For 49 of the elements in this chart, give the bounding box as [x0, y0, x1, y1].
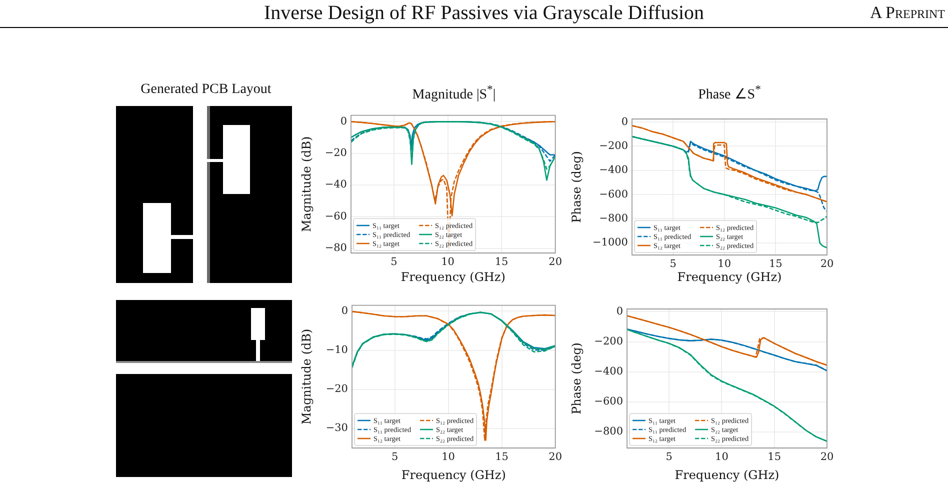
text: Generated PCB Layout — [140, 81, 272, 99]
x-axis-title: Frequency (GHz) — [400, 270, 506, 284]
y-tick-label: 0 — [616, 305, 623, 318]
y-axis-title: Magnitude (dB) — [299, 136, 314, 232]
y-tick-label: −10 — [326, 344, 348, 356]
text: A Preprint — [870, 2, 945, 24]
y-axis-title: Phase (deg) — [569, 342, 584, 414]
x-tick-label: 20 — [820, 451, 834, 464]
x-axis-title: Frequency (GHz) — [401, 468, 506, 482]
x-tick-label: 15 — [495, 451, 508, 464]
x-tick-label: 5 — [391, 451, 398, 464]
y-tick-label: 0 — [340, 115, 347, 128]
x-tick-label: 5 — [670, 258, 676, 270]
x-tick-label: 10 — [715, 451, 728, 464]
y-tick-label: −200 — [599, 140, 628, 152]
x-tick-label: 15 — [494, 256, 508, 268]
y-tick-label: −800 — [594, 426, 623, 438]
x-tick-label: 10 — [441, 256, 454, 268]
text: Inverse Design of RF Passives via Grayscale Diffusion — [264, 2, 704, 24]
y-tick-label: −600 — [599, 188, 628, 200]
x-tick-label: 15 — [768, 451, 782, 464]
y-tick-label: −600 — [594, 396, 623, 408]
y-tick-label: −20 — [324, 147, 347, 160]
x-tick-label: 15 — [768, 258, 782, 270]
y-axis-title: Magnitude (dB) — [299, 328, 314, 424]
y-tick-label: −400 — [599, 164, 628, 176]
y-tick-label: 0 — [341, 304, 348, 317]
y-tick-label: −30 — [326, 422, 348, 434]
x-axis-title: Frequency (GHz) — [674, 468, 780, 482]
y-axis-title: Phase (deg) — [569, 151, 584, 223]
y-tick-label: −20 — [326, 383, 348, 396]
x-tick-label: 10 — [442, 451, 455, 464]
x-tick-label: 20 — [820, 258, 834, 270]
y-tick-label: −1000 — [592, 236, 628, 249]
x-axis-title: Frequency (GHz) — [677, 270, 782, 284]
chart-title: Phase ∠S$^{*}$ — [697, 82, 762, 105]
x-tick-label: 10 — [718, 258, 732, 270]
y-tick-label: 0 — [621, 116, 628, 128]
y-tick-label: −800 — [599, 212, 628, 224]
y-tick-label: −60 — [324, 210, 347, 222]
x-tick-label: 20 — [548, 451, 562, 464]
y-tick-label: −200 — [594, 335, 623, 348]
y-tick-label: −40 — [324, 178, 347, 191]
y-tick-label: −400 — [594, 366, 623, 378]
x-tick-label: 5 — [666, 451, 672, 464]
x-tick-label: 5 — [390, 256, 398, 268]
chart-title: Magnitude |S$^{*}$| — [411, 82, 497, 105]
y-tick-label: −80 — [324, 242, 347, 254]
x-tick-label: 20 — [548, 256, 562, 268]
